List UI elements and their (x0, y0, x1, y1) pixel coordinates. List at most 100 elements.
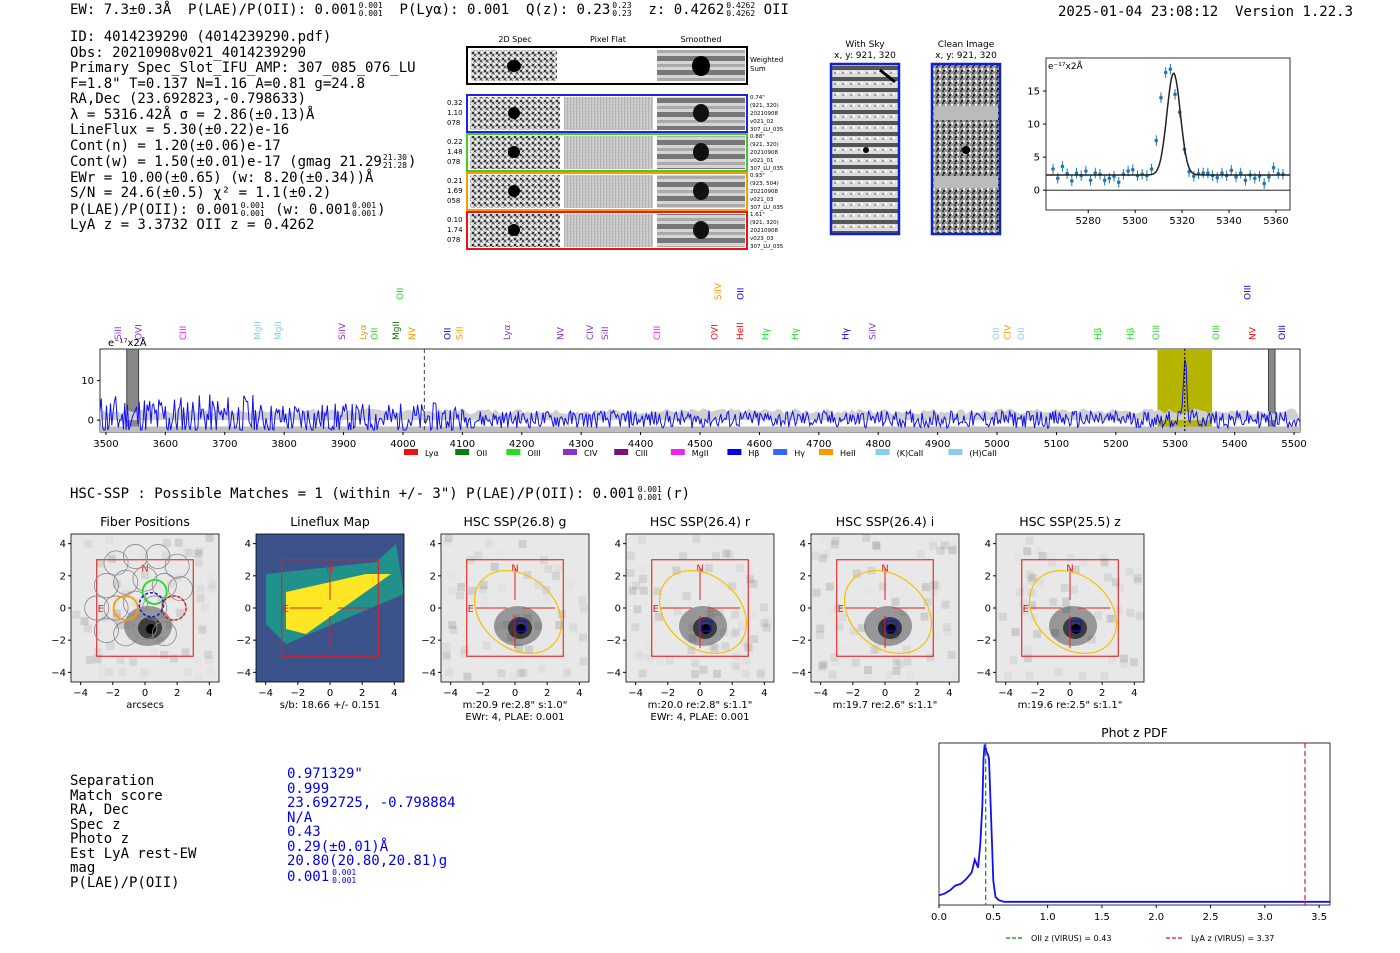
panel-noise (947, 651, 956, 660)
legend-label: HeII (840, 449, 856, 458)
fit-data-point (1163, 70, 1168, 75)
spectrum-xtick-label: 5400 (1222, 439, 1247, 450)
panel-ytick-label: −4 (421, 668, 436, 679)
cutout-2d-source (508, 224, 520, 236)
panel-noise (692, 534, 701, 543)
line-id-label: OIII (1278, 325, 1288, 340)
fiber-circle-4 (161, 595, 187, 621)
panel-noise (1004, 671, 1013, 680)
panel-ytick-label: 0 (800, 604, 806, 615)
spectrum-ytick-label: 10 (81, 376, 94, 387)
line-id-label: NV (408, 326, 418, 340)
panel-title: HSC SSP(26.4) i (836, 514, 934, 529)
panel-xtick-label: −2 (845, 688, 860, 699)
panel-noise (444, 535, 452, 543)
panel-xtick-label: −2 (290, 688, 305, 699)
line-id-label: MgII (274, 321, 284, 340)
info-z: LyA z = 3.3732 OII z = 0.4262 (70, 217, 315, 233)
panel-noise (84, 539, 93, 548)
panel-noise (1100, 671, 1109, 680)
panel-ytick-label: −2 (236, 636, 251, 647)
panel-noise (481, 602, 489, 610)
spectrum-xtick-label: 5300 (1163, 439, 1188, 450)
source-peak (516, 624, 526, 634)
panel-noise (444, 534, 453, 543)
panel-noise (72, 610, 81, 619)
line-id-label: Hγ (842, 327, 852, 340)
panel-xtick-label: −4 (258, 688, 273, 699)
panel-xtick-label: 0 (1067, 688, 1073, 699)
panel-noise (738, 622, 746, 630)
panel-noise (849, 627, 858, 636)
panel-title: Fiber Positions (100, 514, 190, 529)
fit-data-point (1093, 171, 1098, 175)
fit-data-point (1055, 176, 1060, 181)
panel-ytick-label: 2 (985, 571, 991, 582)
panel-noise (626, 551, 635, 560)
panel-xtick-label: 0 (512, 688, 518, 699)
panel-noise (578, 596, 587, 605)
panel-noise (1078, 671, 1087, 680)
fit-data-point (1154, 138, 1159, 143)
panel-ytick-label: 2 (60, 571, 66, 582)
panel-xtick-label: 4 (761, 688, 767, 699)
panel-xtick-label: 2 (174, 688, 180, 699)
panel-noise (1026, 576, 1035, 585)
panel-noise (639, 564, 647, 572)
panel-noise (105, 667, 114, 676)
panel-noise (156, 611, 165, 620)
fit-data-point (1107, 176, 1112, 181)
fiber-circle (164, 553, 190, 579)
legend-label: MgII (692, 449, 709, 458)
panel-noise (713, 535, 721, 543)
clean-image-title: Clean Image (938, 40, 995, 50)
panel-noise (665, 656, 674, 665)
panel-xtick-label: 2 (1099, 688, 1105, 699)
spectrum-flux-line (99, 359, 1301, 432)
match-labels: Separation Match score RA, Dec Spec z Photo… (70, 773, 197, 891)
fit-data-point (1070, 179, 1074, 183)
fiber-circle (93, 618, 119, 643)
panel-noise (672, 566, 681, 575)
panel-noise (941, 600, 950, 609)
panel-noise (628, 557, 636, 565)
cutout-left-label: 0.21 (447, 177, 463, 185)
panel-ytick-label: 0 (985, 604, 991, 615)
panel-noise (929, 541, 938, 550)
panel-noise (679, 552, 688, 561)
panel-noise (1019, 599, 1028, 608)
panel-noise (193, 658, 201, 666)
spectrum-xtick-label: 4900 (925, 439, 950, 450)
pdf-xtick-label: 2.5 (1203, 912, 1219, 923)
line-id-label: Hγ (791, 327, 801, 340)
pdf-xtick-label: 1.5 (1094, 912, 1110, 923)
panel-noise (534, 581, 543, 590)
panel-noise (873, 542, 882, 551)
panel-noise (892, 657, 901, 666)
panel-noise (184, 668, 192, 676)
spectrum-ylabel: e⁻¹⁷x2Å (108, 336, 147, 349)
panel-noise (94, 648, 103, 657)
panel-noise (1108, 656, 1116, 664)
fit-data-point (1168, 67, 1173, 72)
panel-noise (1009, 656, 1018, 665)
panel-noise (1025, 570, 1034, 579)
legend-swatch (506, 449, 521, 455)
cutout-left-label: 0.10 (447, 216, 463, 224)
panel-noise (456, 591, 465, 600)
panel-noise (107, 555, 116, 564)
detection-info: ID: 4014239290 (4014239290.pdf) Obs: 202… (70, 29, 417, 234)
panel-noise (195, 547, 204, 556)
panel-noise (654, 612, 663, 621)
panel-xtick-label: 0 (142, 688, 148, 699)
panel-noise (579, 633, 588, 642)
fiber-circle (122, 544, 148, 569)
info-plae: P(LAE)/P(OII): 0.001 0.001 0.001 (w: 0.001… (70, 200, 386, 218)
fit-xtick-label: 5360 (1263, 216, 1288, 227)
info-contw: Cont(w) = 1.50(±0.01)e-17 (gmag 21.2921.… (70, 153, 417, 170)
panel-noise (138, 672, 146, 680)
fit-xtick-label: 5300 (1122, 216, 1147, 227)
cutout-right-label: v021_02 (750, 119, 774, 125)
clean-image-xy: x, y: 921, 320 (935, 51, 997, 61)
panel-noise (902, 645, 911, 654)
